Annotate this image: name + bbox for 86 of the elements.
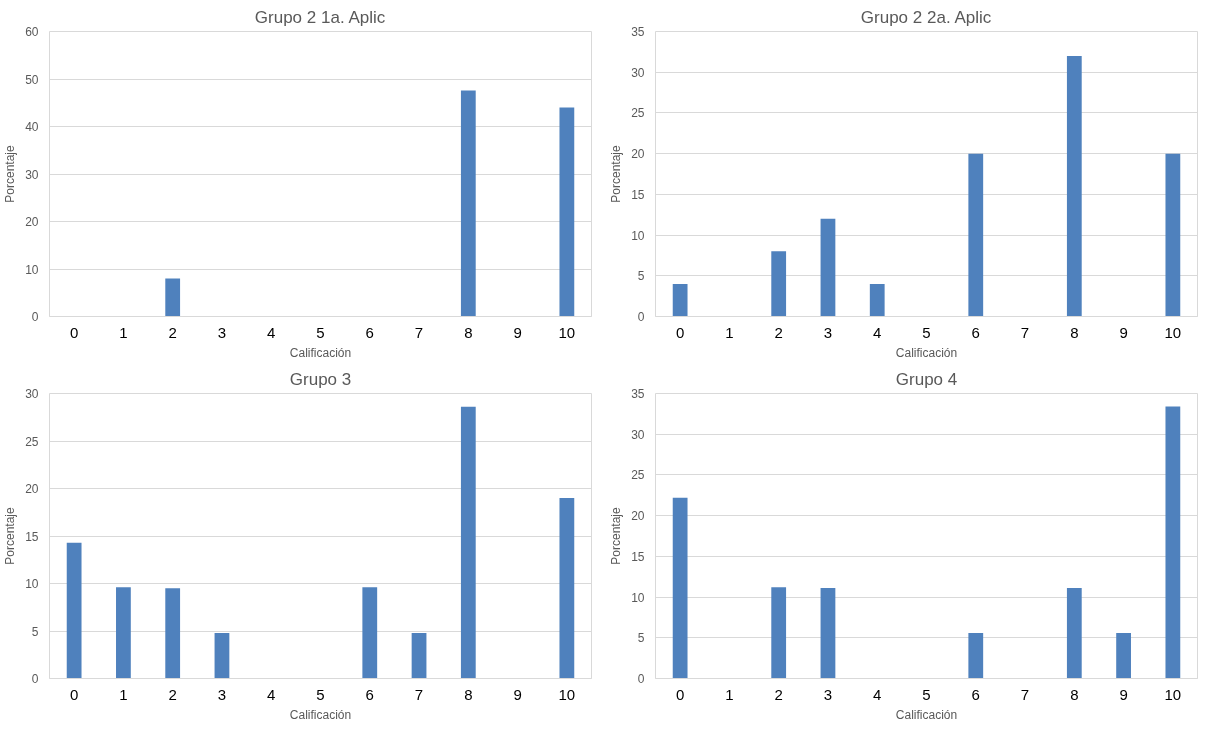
y-axis-title: Porcentaje [3, 506, 18, 565]
x-tick-label: 1 [119, 685, 128, 703]
y-tick-label: 20 [25, 215, 39, 229]
x-tick-label: 9 [513, 685, 522, 703]
x-tick-label: 2 [774, 685, 783, 703]
x-tick-label: 7 [414, 685, 424, 703]
x-tick-label: 4 [267, 323, 276, 341]
x-tick-label: 6 [365, 323, 374, 341]
x-tick-label: 4 [873, 323, 882, 341]
x-tick-label: 3 [217, 685, 227, 703]
y-tick-label: 15 [631, 187, 645, 202]
chart-title: Grupo 2 1a. Aplic [254, 7, 386, 27]
y-tick-label: 30 [25, 167, 39, 182]
x-tick-label: 0 [69, 323, 79, 341]
x-tick-label: 10 [1164, 685, 1182, 703]
x-tick-label: 7 [1020, 685, 1030, 703]
y-axis-title: Porcentaje [3, 144, 18, 203]
x-tick-label: 7 [414, 323, 424, 341]
x-axis-title: Calificación [289, 345, 352, 360]
x-tick-label: 2 [774, 323, 783, 341]
x-axis-title: Calificación [289, 707, 352, 722]
x-tick-label: 3 [823, 323, 833, 341]
y-tick-label: 20 [631, 147, 645, 162]
y-axis-title: Porcentaje [609, 144, 624, 203]
x-tick-label: 3 [217, 323, 227, 341]
y-tick-label: 60 [25, 25, 39, 39]
x-tick-label: 6 [971, 323, 980, 341]
x-tick-label: 9 [513, 323, 522, 341]
y-tick-label: 50 [25, 72, 39, 87]
y-tick-label: 15 [25, 529, 39, 544]
y-axis-title: Porcentaje [609, 506, 624, 565]
y-tick-label: 0 [31, 310, 39, 324]
x-tick-label: 4 [873, 685, 882, 703]
y-tick-label: 0 [31, 672, 39, 686]
y-tick-label: 20 [25, 482, 39, 496]
x-tick-label: 5 [316, 685, 325, 703]
chart-title: Grupo 2 2a. Aplic [860, 7, 992, 27]
y-tick-label: 5 [637, 631, 645, 646]
x-tick-label: 3 [823, 685, 833, 703]
x-tick-label: 9 [1119, 323, 1128, 341]
x-tick-label: 7 [1020, 323, 1030, 341]
y-tick-label: 0 [637, 672, 645, 686]
y-tick-label: 15 [631, 549, 645, 564]
y-tick-label: 20 [631, 509, 645, 524]
x-tick-label: 10 [1164, 323, 1182, 341]
y-tick-label: 25 [25, 434, 39, 449]
x-tick-label: 8 [1070, 685, 1079, 703]
chart-title: Grupo 4 [895, 369, 958, 389]
x-axis-title: Calificación [895, 707, 958, 722]
y-tick-label: 10 [631, 590, 645, 605]
x-tick-label: 6 [365, 685, 374, 703]
y-tick-label: 40 [25, 120, 39, 134]
x-tick-label: 6 [971, 685, 980, 703]
x-tick-label: 8 [464, 685, 473, 703]
x-tick-label: 8 [1070, 323, 1079, 341]
x-tick-label: 5 [922, 323, 931, 341]
y-tick-label: 10 [25, 577, 39, 591]
x-tick-label: 1 [725, 323, 734, 341]
x-tick-label: 8 [464, 323, 473, 341]
y-tick-label: 30 [631, 65, 645, 80]
x-tick-label: 0 [675, 685, 685, 703]
y-tick-label: 35 [631, 25, 645, 39]
x-tick-label: 9 [1119, 685, 1128, 703]
x-tick-label: 2 [168, 685, 177, 703]
y-tick-label: 25 [631, 468, 645, 483]
y-tick-label: 30 [25, 387, 39, 401]
x-axis-title: Calificación [895, 345, 958, 360]
y-tick-label: 5 [637, 269, 645, 284]
y-tick-label: 25 [631, 106, 645, 121]
x-tick-label: 4 [267, 685, 276, 703]
x-tick-label: 5 [922, 685, 931, 703]
x-tick-label: 1 [725, 685, 734, 703]
y-tick-label: 5 [31, 624, 39, 639]
y-tick-label: 0 [637, 310, 645, 324]
x-tick-label: 1 [119, 323, 128, 341]
chart-title: Grupo 3 [289, 369, 352, 389]
x-tick-label: 5 [316, 323, 325, 341]
x-tick-label: 10 [558, 323, 576, 341]
y-tick-label: 10 [631, 228, 645, 243]
x-tick-label: 2 [168, 323, 177, 341]
x-tick-label: 10 [558, 685, 576, 703]
x-tick-label: 0 [69, 685, 79, 703]
x-tick-label: 0 [675, 323, 685, 341]
y-tick-label: 30 [631, 427, 645, 442]
y-tick-label: 10 [25, 262, 39, 277]
y-tick-label: 35 [631, 387, 645, 401]
